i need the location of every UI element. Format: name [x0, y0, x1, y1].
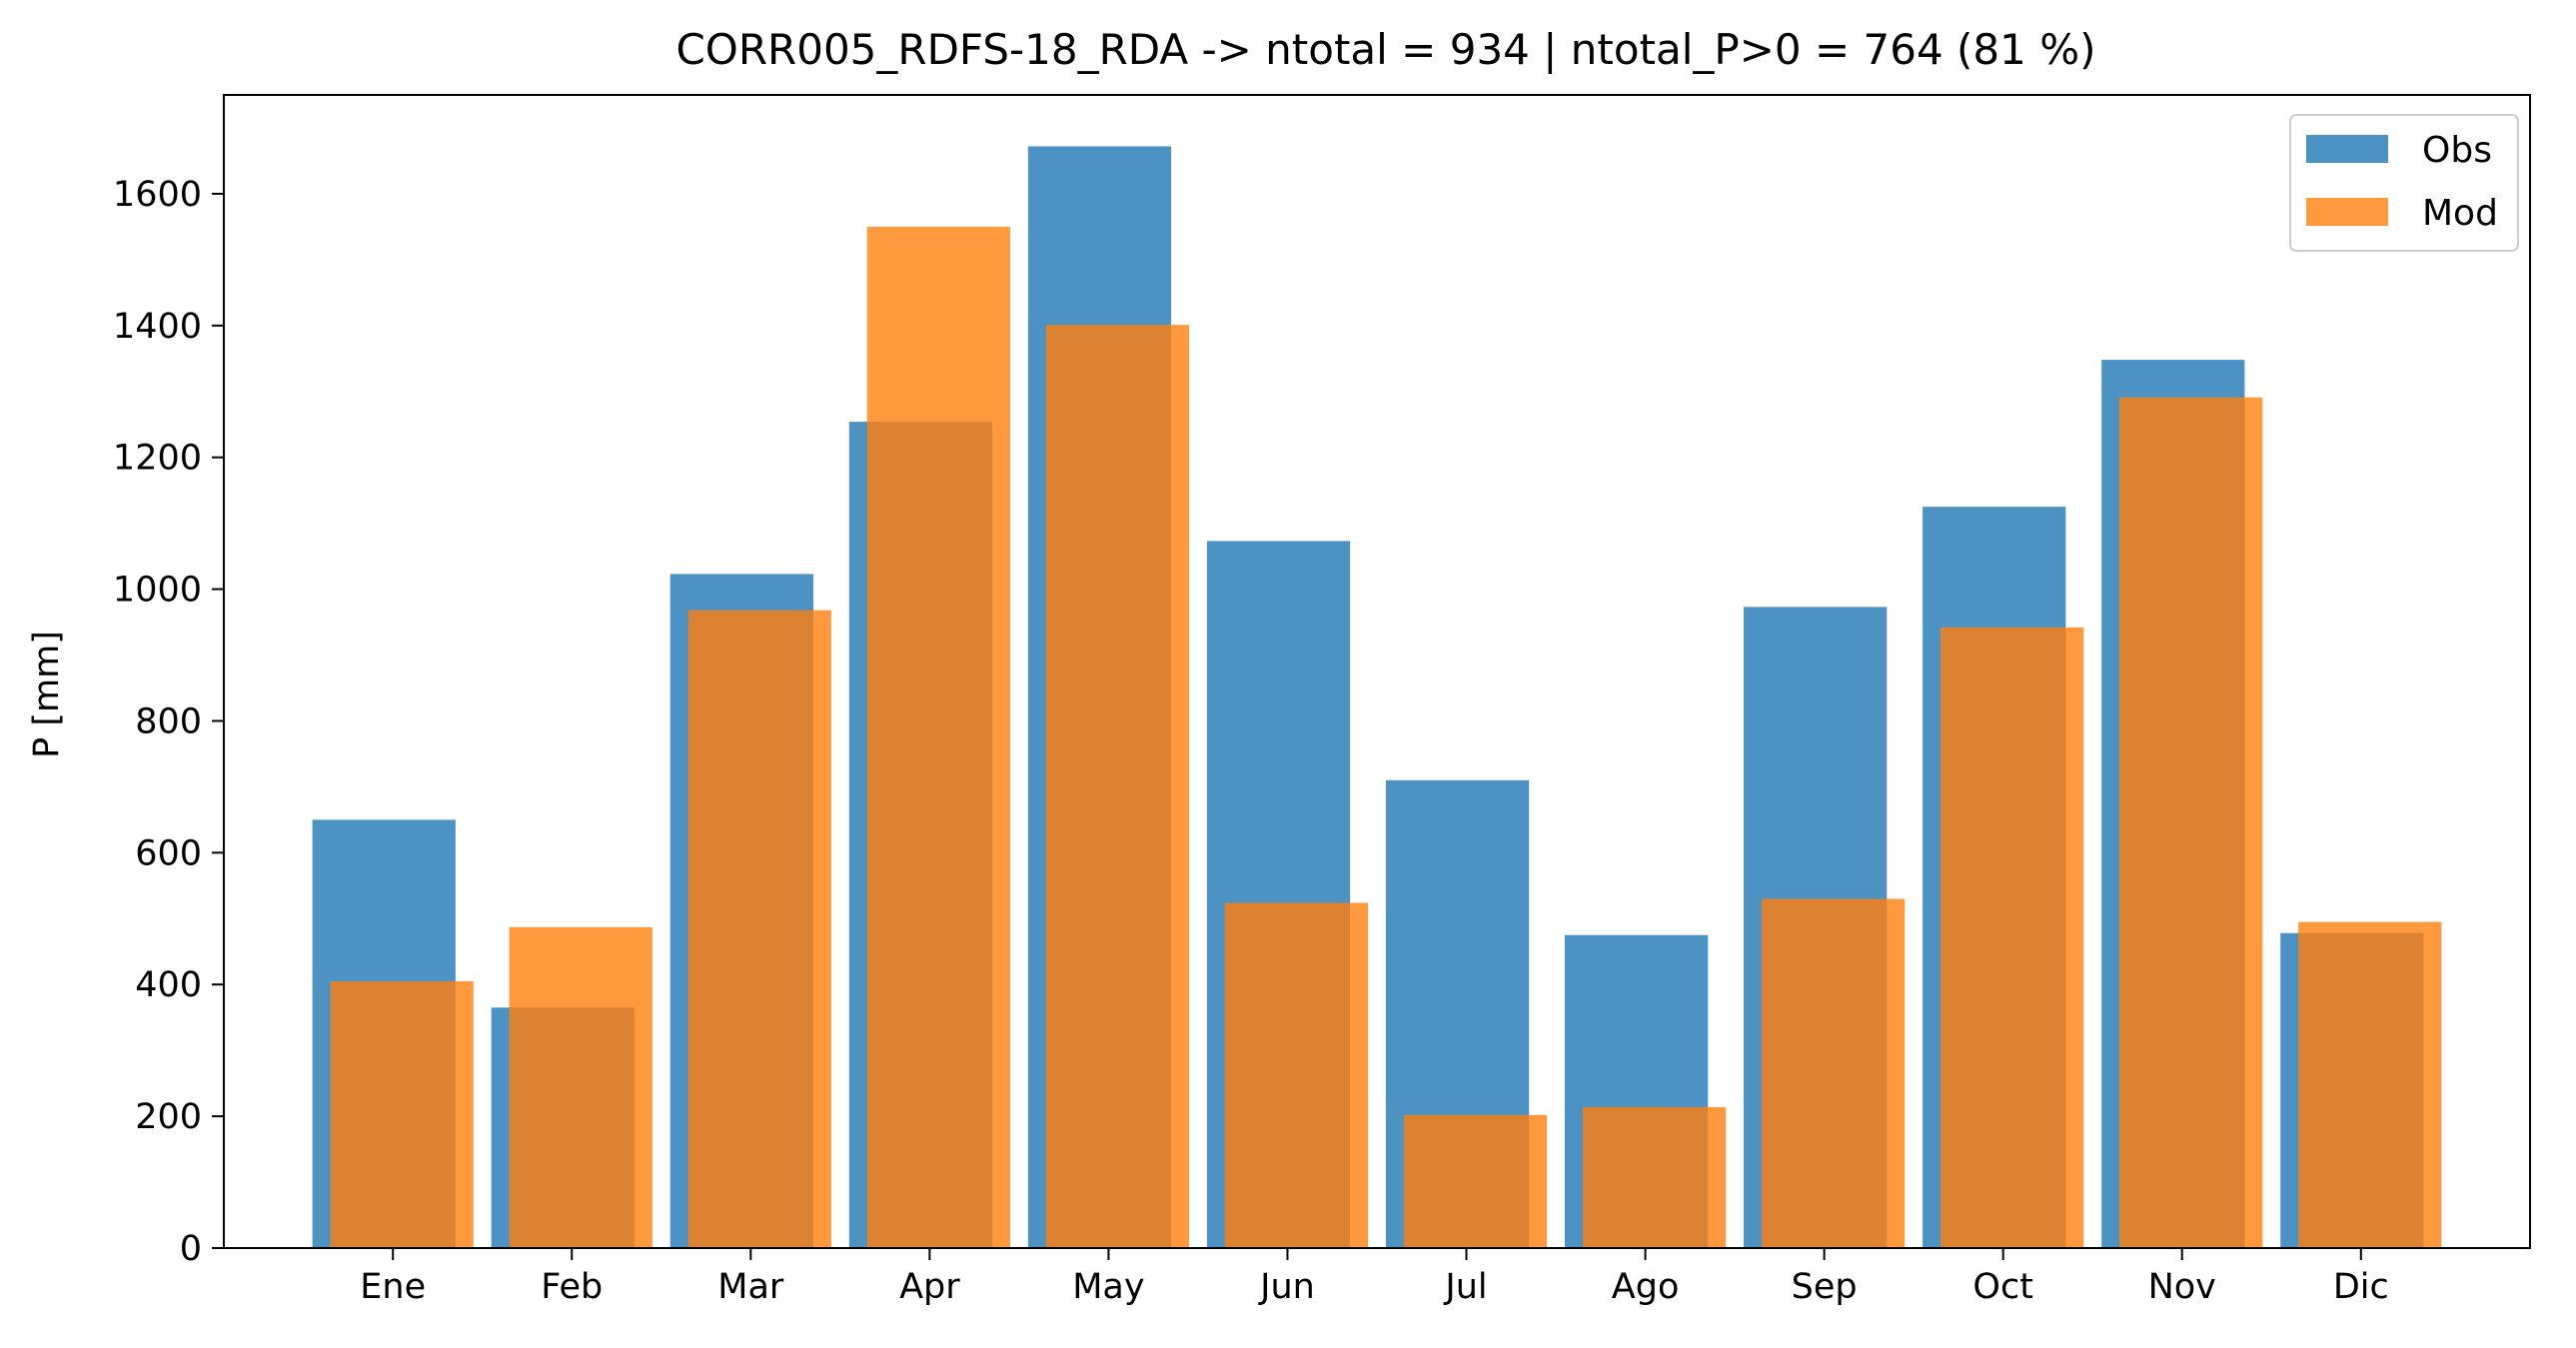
y-tick-label: 1600: [113, 175, 202, 215]
y-axis-label: P [mm]: [27, 631, 67, 758]
legend-label-obs: Obs: [2422, 130, 2492, 171]
y-tick-label: 1200: [113, 439, 202, 479]
bar-mod-jul: [1403, 1114, 1548, 1248]
x-tick-label: Ene: [360, 1267, 426, 1307]
x-tick-label: Oct: [1972, 1267, 2033, 1307]
legend-swatch-obs: [2306, 135, 2388, 163]
plot-frame: [223, 94, 2531, 1249]
bar-mod-ene: [330, 980, 474, 1248]
bar-mod-nov: [2119, 397, 2263, 1248]
x-tick-label: Dic: [2333, 1267, 2389, 1307]
x-tick-label: Ago: [1612, 1267, 1680, 1307]
x-tick-label: Apr: [899, 1267, 960, 1307]
legend: Obs Mod: [2289, 114, 2519, 252]
bar-mod-ago: [1582, 1106, 1727, 1248]
y-tick-label: 1400: [113, 307, 202, 347]
y-tick-label: 200: [135, 1097, 202, 1137]
x-tick-label: Mar: [717, 1267, 784, 1307]
x-tick-label: Feb: [541, 1267, 603, 1307]
chart-title: CORR005_RDFS-18_RDA -> ntotal = 934 | nt…: [675, 25, 2095, 74]
x-tick-label: Jun: [1258, 1267, 1315, 1307]
x-tick-label: Nov: [2148, 1267, 2216, 1307]
y-tick-label: 600: [135, 833, 202, 873]
bars-group: [312, 146, 2442, 1249]
bar-mod-may: [1045, 325, 1189, 1248]
axes-group: 0 200 400 600 800 1000 1200 1400 1600 Ene Feb Mar Ap…: [113, 94, 2531, 1307]
bar-mod-jun: [1224, 902, 1369, 1248]
y-tick-label: 0: [180, 1229, 202, 1269]
bar-mod-oct: [1940, 627, 2084, 1248]
bar-mod-sep: [1761, 898, 1906, 1248]
legend-swatch-mod: [2306, 198, 2388, 226]
y-tick-label: 1000: [113, 571, 202, 611]
y-tick-label: 400: [135, 965, 202, 1005]
x-tick-label: May: [1072, 1267, 1144, 1307]
bar-mod-mar: [687, 610, 831, 1248]
x-tick-label: Jul: [1443, 1267, 1487, 1307]
bar-mod-apr: [866, 226, 1010, 1248]
bar-mod-dic: [2298, 921, 2442, 1248]
y-tick-label: 800: [135, 701, 202, 741]
bar-mod-feb: [509, 926, 652, 1248]
legend-label-mod: Mod: [2422, 193, 2498, 234]
x-tick-label: Sep: [1792, 1267, 1858, 1307]
